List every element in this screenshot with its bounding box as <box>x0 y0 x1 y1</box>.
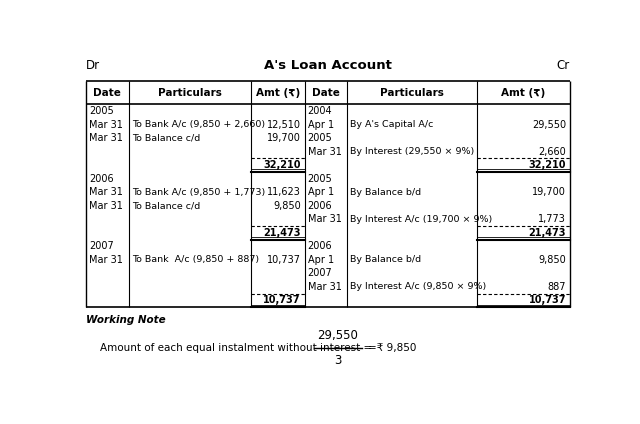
Text: 29,550: 29,550 <box>317 329 358 342</box>
Text: 2006: 2006 <box>89 174 113 184</box>
Text: 21,473: 21,473 <box>529 228 566 238</box>
Text: Mar 31: Mar 31 <box>89 133 123 143</box>
Text: By A's Capital A/c: By A's Capital A/c <box>350 120 433 129</box>
Text: Amount of each equal instalment without interest =: Amount of each equal instalment without … <box>100 343 372 353</box>
Text: Particulars: Particulars <box>158 88 222 98</box>
Text: 10,737: 10,737 <box>529 296 566 305</box>
Text: By Balance b/d: By Balance b/d <box>350 255 421 264</box>
Text: 10,737: 10,737 <box>267 255 301 265</box>
Text: By Interest A/c (19,700 × 9%): By Interest A/c (19,700 × 9%) <box>350 215 492 224</box>
Text: Date: Date <box>312 88 340 98</box>
Text: Amt (₹): Amt (₹) <box>256 88 300 98</box>
Text: Mar 31: Mar 31 <box>308 282 342 292</box>
Text: To Bank A/c (9,850 + 1,773): To Bank A/c (9,850 + 1,773) <box>132 188 265 197</box>
Text: 9,850: 9,850 <box>538 255 566 265</box>
Text: Mar 31: Mar 31 <box>89 187 123 197</box>
Text: Date: Date <box>93 88 121 98</box>
Text: 2007: 2007 <box>89 241 114 251</box>
Text: Dr: Dr <box>86 59 100 72</box>
Text: To Balance c/d: To Balance c/d <box>132 134 200 143</box>
Text: 19,700: 19,700 <box>532 187 566 197</box>
Text: Mar 31: Mar 31 <box>89 255 123 265</box>
Text: 2005: 2005 <box>89 106 114 116</box>
Text: 10,737: 10,737 <box>263 296 301 305</box>
Text: Amt (₹): Amt (₹) <box>501 88 545 98</box>
Text: 887: 887 <box>548 282 566 292</box>
Text: 2007: 2007 <box>308 268 332 279</box>
Text: A's Loan Account: A's Loan Account <box>264 59 392 72</box>
Text: 3: 3 <box>334 354 342 367</box>
Text: Particulars: Particulars <box>380 88 444 98</box>
Text: 1,773: 1,773 <box>538 214 566 224</box>
Text: By Interest (29,550 × 9%): By Interest (29,550 × 9%) <box>350 147 474 156</box>
Text: Apr 1: Apr 1 <box>308 255 334 265</box>
Text: Apr 1: Apr 1 <box>308 120 334 130</box>
Text: 2005: 2005 <box>308 133 332 143</box>
Text: Apr 1: Apr 1 <box>308 187 334 197</box>
Text: 2005: 2005 <box>308 174 332 184</box>
Text: =₹ 9,850: =₹ 9,850 <box>368 343 416 353</box>
Text: 32,210: 32,210 <box>529 160 566 170</box>
Text: 9,850: 9,850 <box>273 201 301 211</box>
Text: Mar 31: Mar 31 <box>308 147 342 157</box>
Text: By Balance b/d: By Balance b/d <box>350 188 421 197</box>
Text: To Bank A/c (9,850 + 2,660): To Bank A/c (9,850 + 2,660) <box>132 120 265 129</box>
Text: Mar 31: Mar 31 <box>89 201 123 211</box>
Text: 21,473: 21,473 <box>263 228 301 238</box>
Text: 19,700: 19,700 <box>267 133 301 143</box>
Text: 32,210: 32,210 <box>263 160 301 170</box>
Text: Working Note: Working Note <box>86 315 166 325</box>
Text: Cr: Cr <box>557 59 570 72</box>
Text: 2004: 2004 <box>308 106 332 116</box>
Text: 2006: 2006 <box>308 241 332 251</box>
Text: To Bank  A/c (9,850 + 887): To Bank A/c (9,850 + 887) <box>132 255 259 264</box>
Text: Mar 31: Mar 31 <box>89 120 123 130</box>
Text: Mar 31: Mar 31 <box>308 214 342 224</box>
Text: To Balance c/d: To Balance c/d <box>132 201 200 210</box>
Text: 12,510: 12,510 <box>267 120 301 130</box>
Text: 2006: 2006 <box>308 201 332 211</box>
Text: 29,550: 29,550 <box>532 120 566 130</box>
Text: By Interest A/c (9,850 × 9%): By Interest A/c (9,850 × 9%) <box>350 282 486 291</box>
Text: 11,623: 11,623 <box>267 187 301 197</box>
Text: 2,660: 2,660 <box>538 147 566 157</box>
